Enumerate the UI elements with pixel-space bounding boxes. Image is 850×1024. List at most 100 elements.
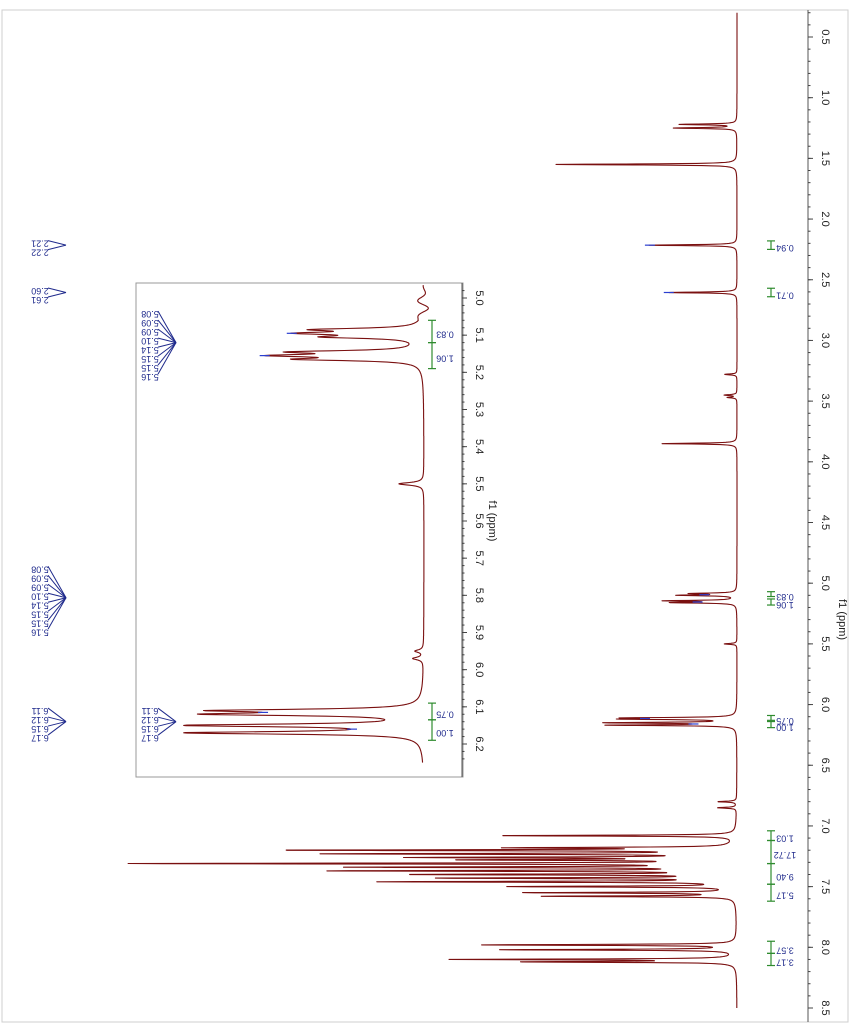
peak-label: 6.15 <box>31 724 49 734</box>
inset-tick-label: 5.4 <box>473 439 485 454</box>
ppm-tick-label: 5.5 <box>819 636 831 651</box>
peak-label: 5.15 <box>141 354 159 364</box>
integral-label: 0.83 <box>776 592 794 602</box>
peak-label: 6.12 <box>31 715 49 725</box>
peak-label: 5.09 <box>141 318 159 328</box>
peak-label-group: 2.212.22 <box>31 239 67 258</box>
peak-label: 5.15 <box>31 609 49 619</box>
peak-label-connector <box>157 337 177 344</box>
peak-label-connector <box>47 244 67 251</box>
integral-region: 9.40 <box>767 862 794 885</box>
inset-integral-label: 0.75 <box>436 709 454 719</box>
spectrum-trace <box>127 12 738 1009</box>
ppm-tick-label: 6.5 <box>819 758 831 773</box>
inset-tick-label: 5.6 <box>473 513 485 528</box>
plot-frame <box>1 9 849 1023</box>
integral-region: 1.00 <box>767 720 794 733</box>
peak-label-connector <box>157 310 177 343</box>
peak-label: 5.09 <box>31 582 49 592</box>
inset-integral-region: 1.06 <box>428 342 454 370</box>
peak-label-group: 6.116.126.156.17 <box>141 706 177 743</box>
peak-label: 6.17 <box>141 733 159 743</box>
peak-label-connector <box>47 240 67 246</box>
peak-label-connector <box>157 319 177 343</box>
peak-label: 5.15 <box>31 618 49 628</box>
peak-label-connector <box>47 721 67 736</box>
ppm-tick-label: 3.0 <box>819 333 831 348</box>
integral-label: 3.57 <box>776 945 794 955</box>
integral-region: 0.94 <box>767 240 794 253</box>
inset-tick-label: 5.3 <box>473 402 485 417</box>
ppm-tick-label: 1.5 <box>819 151 831 166</box>
inset-integral-label: 1.06 <box>436 354 454 364</box>
peak-label-connector <box>47 707 67 722</box>
ppm-tick-label: 2.5 <box>819 272 831 287</box>
peak-label-connector <box>47 597 67 621</box>
peak-label: 5.08 <box>141 309 159 319</box>
inset-integral-label: 0.83 <box>436 329 454 339</box>
ppm-tick-label: 8.5 <box>819 1000 831 1015</box>
inset-tick-label: 5.5 <box>473 476 485 491</box>
peak-label-connector <box>157 342 177 375</box>
peak-label: 2.61 <box>31 295 49 305</box>
ppm-tick-label: 1.0 <box>819 90 831 105</box>
main-spectrum: 0.940.710.831.060.751.001.0317.729.405.1… <box>31 12 797 1009</box>
inset-tick-label: 5.2 <box>473 365 485 380</box>
integral-label: 1.06 <box>776 600 794 610</box>
peak-label-connector <box>47 566 67 599</box>
peak-label-group: 6.116.126.156.17 <box>31 706 67 743</box>
inset-frame <box>135 282 464 778</box>
integral-region: 5.17 <box>767 883 794 902</box>
peak-label-connector <box>157 342 177 348</box>
inset-spectrum: 0.831.060.751.005.085.095.095.105.145.15… <box>135 282 498 778</box>
ppm-tick-label: 7.5 <box>819 879 831 894</box>
peak-label: 5.08 <box>31 564 49 574</box>
peak-label-group: 5.085.095.095.105.145.155.155.16 <box>141 309 177 382</box>
peak-label: 2.22 <box>31 248 49 258</box>
ppm-axis: 0.5 1.0 1.5 2.0 2.5 3.0 3.5 4.0 4.5 5.0 5.5 6.0 6.5 7… <box>807 10 848 1022</box>
inset-tick-label: 5.1 <box>473 328 485 343</box>
integral-label: 0.75 <box>776 716 794 726</box>
integral-label: 1.00 <box>776 723 794 733</box>
integral-label: 3.17 <box>776 957 794 967</box>
inset-tick-label: 6.1 <box>473 699 485 714</box>
peak-label: 5.14 <box>141 345 159 355</box>
inset-tick-label: 6.2 <box>473 736 485 751</box>
inset-tick-label: 5.0 <box>473 290 485 305</box>
peak-label: 6.17 <box>31 733 49 743</box>
inset-tick-label: 5.7 <box>473 551 485 566</box>
inset-tick-label: 6.0 <box>473 662 485 677</box>
ppm-tick-label: 4.5 <box>819 515 831 530</box>
ppm-tick-label: 4.0 <box>819 454 831 469</box>
integral-region: 0.83 <box>767 591 794 602</box>
peak-label-connector <box>47 287 67 293</box>
peak-label-group: 5.085.095.095.105.145.155.155.16 <box>31 564 67 637</box>
integral-region: 3.17 <box>767 952 794 967</box>
peak-label-group: 2.602.61 <box>31 286 67 305</box>
peak-label: 5.16 <box>31 627 49 637</box>
peak-label: 5.14 <box>31 600 49 610</box>
peak-label-connector <box>157 342 177 366</box>
integral-label: 0.94 <box>776 243 794 253</box>
integral-label: 0.71 <box>776 290 794 300</box>
peak-label-connector <box>157 328 177 343</box>
peak-label-connector <box>157 721 177 727</box>
integral-label: 9.40 <box>776 872 794 882</box>
peak-label: 5.15 <box>141 363 159 373</box>
integral-region: 0.71 <box>767 287 794 300</box>
peak-label: 5.09 <box>141 327 159 337</box>
inset-tick-label: 5.9 <box>473 625 485 640</box>
peak-label-connector <box>47 716 67 723</box>
peak-label-connector <box>47 574 67 599</box>
peak-label: 6.15 <box>141 724 159 734</box>
peak-label: 6.12 <box>141 715 159 725</box>
peak-label-connector <box>47 592 67 599</box>
peak-label-connector <box>157 721 177 736</box>
integral-region: 1.06 <box>767 598 794 610</box>
integral-label: 17.72 <box>774 850 797 860</box>
peak-label: 5.10 <box>141 336 159 346</box>
ppm-tick-label: 7.0 <box>819 818 831 833</box>
peak-label-connector <box>47 597 67 612</box>
inset-tick-label: 5.8 <box>473 588 485 603</box>
